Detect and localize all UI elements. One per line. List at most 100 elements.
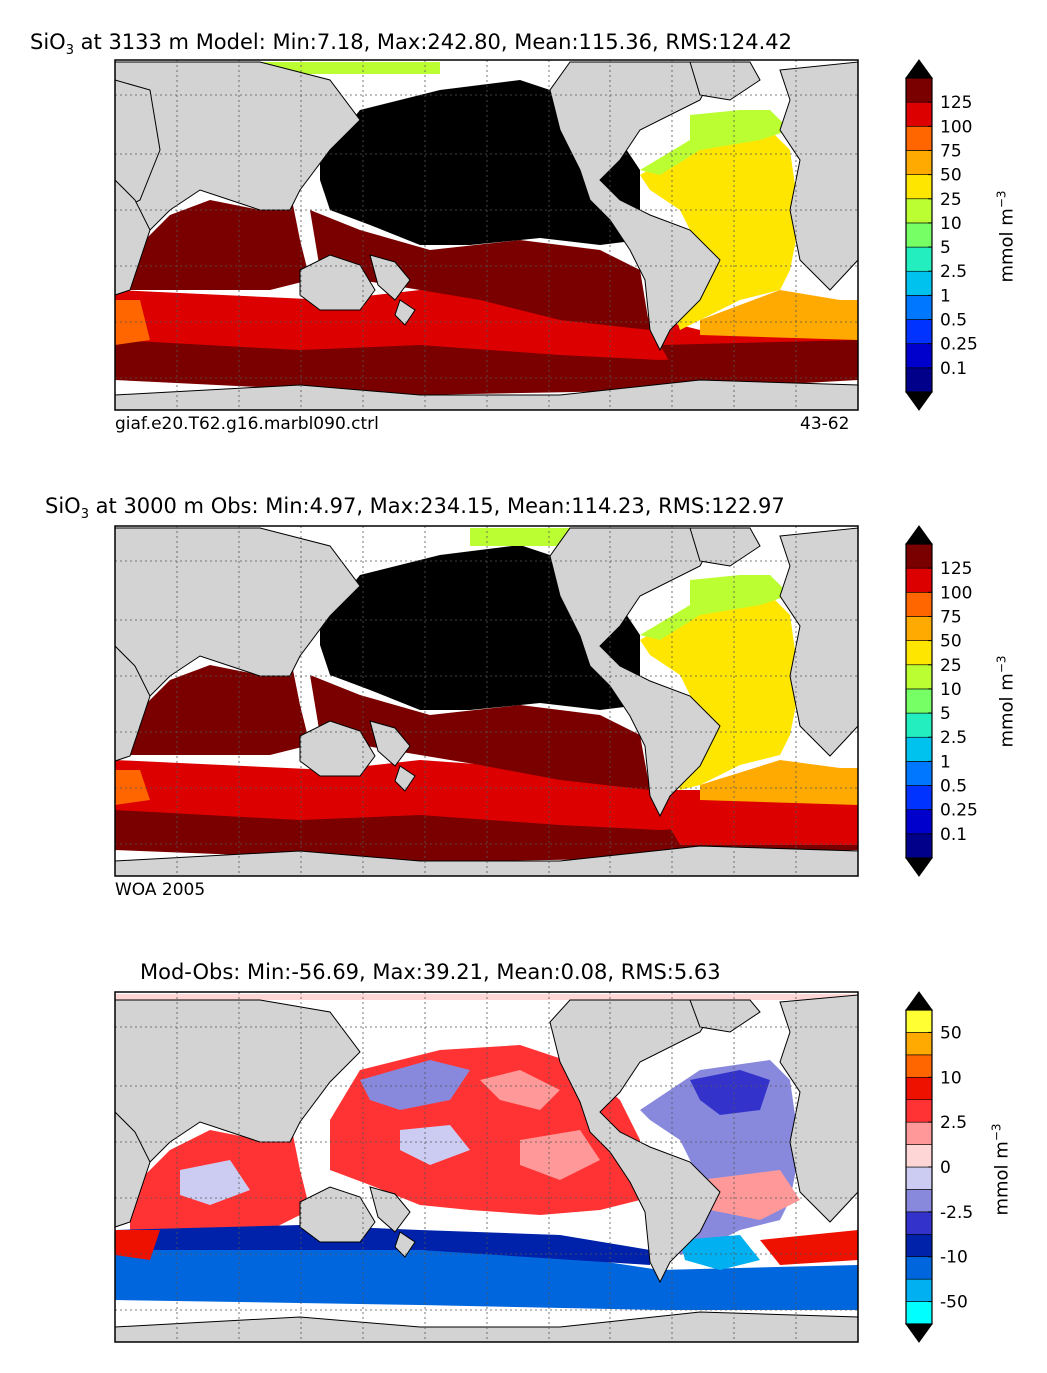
panel-3-colorbar-tick-label: -2.5 bbox=[940, 1203, 973, 1223]
panel-3-colorbar-tick-label: 2.5 bbox=[940, 1113, 967, 1133]
panel-2-colorbar-bin bbox=[905, 761, 933, 786]
panel-2-colorbar-tick-label: 0.5 bbox=[940, 777, 967, 797]
panel-2-colorbar-bin bbox=[905, 712, 933, 738]
panel-1-colorbar-bin bbox=[905, 126, 933, 151]
panel-3-colorbar-bin bbox=[905, 1009, 933, 1033]
panel-1-gridlines bbox=[115, 60, 858, 410]
panel-1-colorbar-extend-max bbox=[905, 59, 933, 79]
panel-2-colorbar-tick-label: 5 bbox=[940, 704, 951, 724]
panel-1-colorbar-tick-label: 25 bbox=[940, 190, 962, 210]
panel-2-colorbar-bin bbox=[905, 785, 933, 810]
panel-3-colorbar-tick-label: 0 bbox=[940, 1158, 951, 1178]
panel-3-colorbar-tick-label: 50 bbox=[940, 1023, 962, 1043]
panel-2-colorbar-bin bbox=[905, 664, 933, 690]
panel-1-colorbar-tick-label: 10 bbox=[940, 214, 962, 234]
panel-3-colorbar-bin bbox=[905, 1233, 933, 1258]
panel-2-title: SiO3 at 3000 m Obs: Min:4.97, Max:234.15… bbox=[45, 494, 785, 523]
panel-2-colorbar-extend-max bbox=[905, 525, 933, 545]
panel-2-colorbar-tick-label: 10 bbox=[940, 680, 962, 700]
panel-3-land bbox=[114, 994, 859, 1343]
panel-1-colorbar-bin bbox=[905, 174, 933, 200]
panel-1-colorbar-tick-label: 5 bbox=[940, 238, 951, 258]
panel-1-colorbar-tick-label: 100 bbox=[940, 117, 972, 137]
panel-3-colorbar-bin bbox=[905, 1189, 933, 1213]
panel-1-colorbar: 0.1 0.25 0.5 1 2.5 5 10 25 50 75 100 125 bbox=[905, 59, 978, 411]
panel-2-colorbar-bin bbox=[905, 567, 933, 593]
panel-3-gridlines bbox=[115, 992, 858, 1342]
panel-2-colorbar-bin bbox=[905, 592, 933, 617]
panel-2-colorbar-bin bbox=[905, 833, 933, 859]
panel-1-colorbar-bin bbox=[905, 101, 933, 127]
panel-2-colorbar-extend-min bbox=[905, 857, 933, 877]
panel-1-map bbox=[114, 59, 859, 411]
panel-2-colorbar: 0.1 0.25 0.5 1 2.5 5 10 25 50 75 100 125 bbox=[905, 525, 978, 877]
panel-1-colorbar-bin bbox=[905, 246, 933, 272]
panel-1-colorbar-bin bbox=[905, 343, 933, 369]
panel-1-colorbar-bin bbox=[905, 295, 933, 320]
panel-1-colorbar-tick-label: 2.5 bbox=[940, 262, 967, 282]
panel-1-colorbar-extend-min bbox=[905, 391, 933, 411]
panel-3-colorbar-bin bbox=[905, 1121, 933, 1145]
panel-3-colorbar-bin bbox=[905, 1166, 933, 1190]
panel-1-colorbar-tick-label: 75 bbox=[940, 141, 962, 161]
panel-3-map bbox=[114, 991, 859, 1343]
panel-2-source: WOA 2005 bbox=[115, 880, 206, 900]
panel-2-colorbar-tick-label: 100 bbox=[940, 583, 972, 603]
panel-1-years: 43-62 bbox=[800, 414, 850, 434]
panel-3-colorbar-bin bbox=[905, 1099, 933, 1123]
panel-2-map bbox=[114, 525, 859, 877]
panel-2-colorbar-tick-label: 1 bbox=[940, 752, 951, 772]
panel-1-colorbar-tick-label: 125 bbox=[940, 93, 972, 113]
panel-1-colorbar-tick-label: 1 bbox=[940, 286, 951, 306]
panel-1-colorbar-bin bbox=[905, 198, 933, 224]
panel-1-colorbar-bin bbox=[905, 150, 933, 175]
panel-1-colorbar-bin bbox=[905, 319, 933, 344]
panel-2-colorbar-tick-label: 2.5 bbox=[940, 728, 967, 748]
panel-3-colorbar-bin bbox=[905, 1301, 933, 1325]
panel-1-colorbar-tick-label: 0.1 bbox=[940, 359, 967, 379]
panel-2-colorbar-bin bbox=[905, 736, 933, 762]
panel-3-colorbar-bin bbox=[905, 1256, 933, 1280]
panel-2-colorbar-bin bbox=[905, 688, 933, 714]
panel-1-colorbar-bin bbox=[905, 222, 933, 248]
panel-1-case-name: giaf.e20.T62.g16.marbl090.ctrl bbox=[115, 414, 379, 434]
panel-3-colorbar-tick-label: 10 bbox=[940, 1068, 962, 1088]
panel-1-colorbar-frame bbox=[905, 77, 933, 393]
panel-3-colorbar-extend-max bbox=[905, 991, 933, 1011]
panel-1-colorbar-tick-label: 0.25 bbox=[940, 335, 978, 355]
panel-1-land bbox=[114, 61, 859, 411]
panel-3-colorbar-bin bbox=[905, 1054, 933, 1078]
panel-2-colorbar-tick-label: 0.1 bbox=[940, 825, 967, 845]
panel-1-frame bbox=[114, 59, 859, 411]
panel-3-colorbar-extend-min bbox=[905, 1323, 933, 1343]
panel-2-colorbar-tick-label: 125 bbox=[940, 559, 972, 579]
panel-1-title: SiO3 at 3133 m Model: Min:7.18, Max:242.… bbox=[30, 30, 792, 59]
panel-2-colorbar-bin bbox=[905, 809, 933, 835]
panel-2-gridlines bbox=[115, 526, 858, 876]
panel-3-title: Mod-Obs: Min:-56.69, Max:39.21, Mean:0.0… bbox=[140, 960, 721, 984]
panel-3-colorbar-bin bbox=[905, 1032, 933, 1056]
panel-2-colorbar-tick-label: 75 bbox=[940, 607, 962, 627]
panel-2-colorbar-frame bbox=[905, 543, 933, 859]
panel-1-colorbar-bin bbox=[905, 270, 933, 296]
panel-1-colorbar-tick-label: 0.5 bbox=[940, 311, 967, 331]
panel-3-frame bbox=[114, 991, 859, 1343]
panel-1-colorbar-bin bbox=[905, 367, 933, 393]
panel-2-land bbox=[114, 527, 859, 877]
panel-1-colorbar-bin bbox=[905, 77, 933, 103]
panel-2-colorbar-tick-label: 25 bbox=[940, 656, 962, 676]
panel-3-colorbar-bin bbox=[905, 1144, 933, 1168]
panel-3-colorbar-tick-label: -10 bbox=[940, 1248, 968, 1268]
panel-2-colorbar-bin bbox=[905, 543, 933, 569]
panel-2-colorbar-bin bbox=[905, 616, 933, 641]
panel-2-frame bbox=[114, 525, 859, 877]
panel-1-colorbar-tick-label: 50 bbox=[940, 166, 962, 186]
panel-3-colorbar: -50 -10 -2.5 0 2.5 10 50 bbox=[905, 991, 973, 1343]
panel-3-colorbar-tick-label: -50 bbox=[940, 1293, 968, 1313]
panel-2-colorbar-tick-label: 0.25 bbox=[940, 801, 978, 821]
panel-2-colorbar-tick-label: 50 bbox=[940, 632, 962, 652]
panel-3-colorbar-bin bbox=[905, 1278, 933, 1302]
panel-2-colorbar-bin bbox=[905, 640, 933, 666]
panel-3-colorbar-bin bbox=[905, 1076, 933, 1101]
